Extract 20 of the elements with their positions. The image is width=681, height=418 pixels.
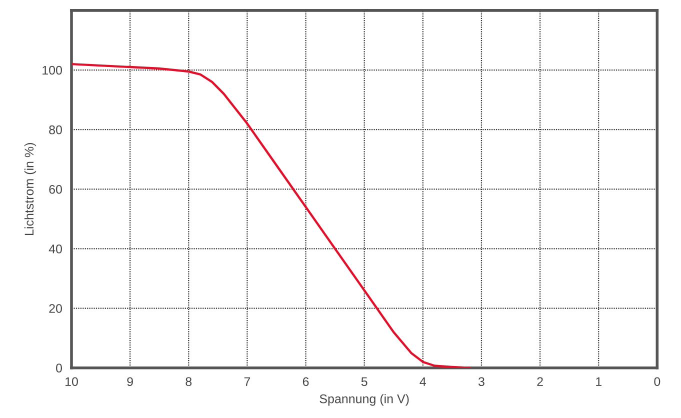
x-tick-label: 6 bbox=[302, 377, 309, 386]
y-tick-label: 60 bbox=[49, 184, 62, 194]
x-tick-label: 4 bbox=[420, 377, 426, 386]
y-tick-label: 20 bbox=[49, 304, 62, 313]
y-tick-label: 100 bbox=[42, 66, 62, 75]
y-axis-title: Lichtstrom (in %) bbox=[24, 143, 36, 235]
x-axis-title: Spannung (in V) bbox=[320, 394, 409, 406]
x-tick-label: 1 bbox=[596, 377, 602, 386]
y-tick-label: 0 bbox=[56, 364, 62, 372]
x-tick-label: 7 bbox=[244, 377, 250, 386]
y-tick-label: 80 bbox=[49, 125, 62, 134]
x-tick-label: 9 bbox=[127, 377, 133, 386]
line-series bbox=[72, 62, 471, 368]
x-tick-label: 2 bbox=[537, 377, 543, 386]
x-tick-label: 8 bbox=[186, 377, 192, 386]
y-tick-label: 40 bbox=[48, 244, 62, 254]
x-tick-label: 0 bbox=[654, 377, 660, 386]
x-tick-label: 5 bbox=[361, 377, 368, 386]
x-tick-label: 10 bbox=[66, 377, 78, 386]
x-tick-label: 3 bbox=[478, 377, 484, 386]
